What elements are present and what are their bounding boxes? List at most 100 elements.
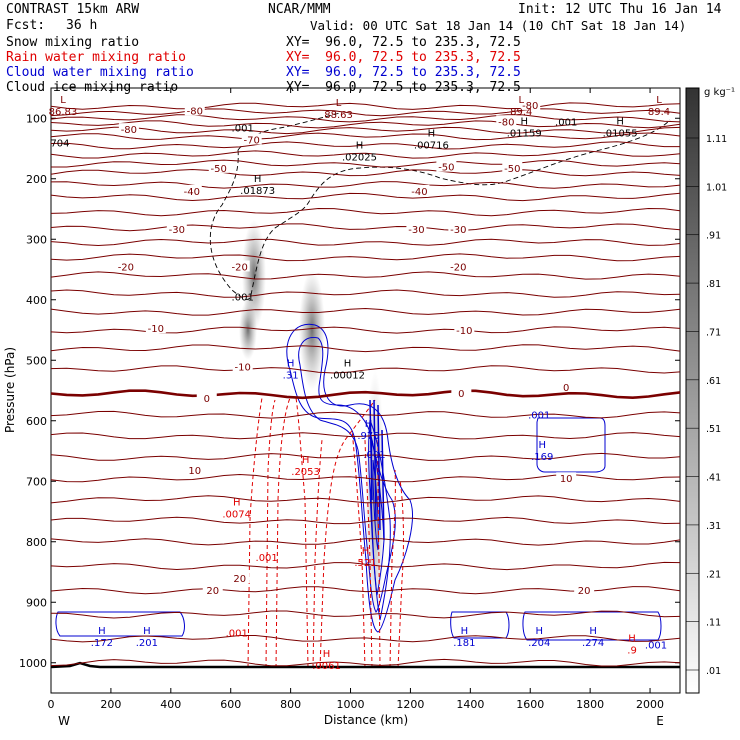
model-center: NCAR/MMM (268, 2, 331, 17)
extremum-marker: H (538, 440, 546, 451)
isotherm (50, 168, 681, 177)
isotherm-label-bg (208, 161, 229, 173)
isotherm-label: -30 (450, 225, 466, 236)
contour-value: .001 (232, 123, 254, 134)
small-value-labels: .001 .001 .001 .001 .001 .001 .001 .001 704 (50, 117, 667, 651)
contour-value: .001 (226, 629, 248, 640)
isotherm (50, 344, 681, 353)
isotherm (50, 410, 681, 419)
isotherm-label-bg (184, 104, 205, 116)
extremum-marker: H (589, 626, 597, 637)
extremum-value: .01159 (507, 128, 542, 139)
isotherm (50, 495, 681, 504)
extremum-value: .204 (528, 638, 550, 649)
valid-time: Valid: 00 UTC Sat 18 Jan 14 (10 ChT Sat … (310, 18, 687, 33)
isotherm-label: 0 (204, 394, 210, 405)
colorbar-label: 1.01 (706, 182, 727, 193)
zero-isotherm (50, 389, 681, 400)
extremum-value: .00012 (330, 370, 365, 381)
isotherm-label: 10 (188, 466, 201, 477)
forecast-hours: 36 h (66, 18, 98, 33)
isotherm (50, 271, 681, 280)
isotherm-label-bg (520, 98, 541, 110)
isotherm (50, 114, 681, 123)
colorbar-label: .61 (706, 376, 721, 387)
isotherm (50, 538, 681, 546)
contour-value: .001 (363, 450, 385, 461)
y-tick-label: 400 (26, 294, 47, 307)
y-tick-label: 100 (26, 112, 47, 125)
extremum-marker: H (428, 128, 436, 139)
isotherm (50, 635, 681, 643)
isotherm-label-bg (229, 260, 250, 272)
contour-value: .001 (528, 411, 550, 422)
isotherm (50, 307, 681, 316)
isotherm-label-bg (556, 472, 577, 484)
colorbar-label: .81 (706, 279, 721, 290)
isotherm (50, 108, 681, 117)
colorbar-unit: g kg⁻¹ (704, 87, 735, 98)
x-tick-label: 200 (100, 698, 121, 711)
isotherm-label-bg (409, 184, 430, 196)
y-tick-label: 700 (26, 475, 47, 488)
extremum-marker: H (520, 116, 528, 127)
extremum-marker: L (60, 95, 66, 106)
contour-value: .001 (256, 553, 278, 564)
colorbar-labels: 1.11 1.01 .91 .81 .71 .61 .51 .41 .31 .21 .11 .01 (686, 134, 727, 677)
cloud-water-contours (55, 323, 662, 641)
isotherm-label: 20 (233, 574, 246, 585)
extremum-marker: H (287, 358, 295, 369)
init-time: Init: 12 UTC Thu 16 Jan 14 (518, 2, 722, 17)
isotherm (50, 223, 681, 232)
extremum-marker: H (616, 116, 624, 127)
x-axis-title: Distance (km) (324, 713, 408, 727)
x-tick-label: 1800 (576, 698, 604, 711)
isotherm-label-bg (232, 360, 253, 372)
isotherm-label: -80 (498, 117, 514, 128)
isotherm (50, 141, 680, 150)
colorbar-label: .71 (706, 327, 721, 338)
isotherm-label: -50 (504, 164, 520, 175)
isotherm (50, 238, 681, 247)
extrema-labels: L86.83L88.63L89.4L89.4H.02025H.00716H.01… (49, 95, 671, 672)
extremum-value: .181 (453, 638, 475, 649)
extremum-value: .0061 (312, 661, 341, 672)
extremum-marker: H (323, 649, 331, 660)
isotherm-label: 10 (560, 474, 573, 485)
isotherm (50, 181, 681, 189)
colorbar-label: .21 (706, 569, 721, 580)
x-tick-label: 2000 (636, 698, 664, 711)
extremum-value: .01055 (603, 128, 638, 139)
isotherm-label-bg (448, 260, 469, 272)
isotherm (50, 132, 681, 141)
x-tick-label: 1200 (396, 698, 424, 711)
isotherm-label-bg (202, 584, 223, 596)
extremum-value: .172 (91, 638, 113, 649)
isotherm-label: 0 (458, 389, 464, 400)
x-right-end-label: E (656, 714, 664, 728)
colorbar-label: .91 (706, 231, 721, 242)
extremum-value: .2053 (291, 467, 320, 478)
extremum-value: .00716 (414, 140, 449, 151)
extremum-marker: H (365, 419, 373, 430)
isotherm-label: -30 (169, 225, 185, 236)
plot-frame (50, 87, 681, 694)
extremum-value: 89.4 (648, 107, 670, 118)
isotherm (51, 159, 681, 168)
x-axis: 0 200 400 600 800 1000 1200 1400 1600 1800 2000 (48, 88, 664, 711)
extremum-marker: H (254, 174, 262, 185)
colorbar-label: .41 (706, 473, 721, 484)
isotherm (50, 102, 681, 110)
colorbar (685, 87, 700, 694)
isotherm-label-bg (454, 324, 475, 335)
isotherm-label-bg (502, 161, 523, 173)
contour-value: .001 (555, 117, 577, 128)
isotherm (50, 326, 681, 334)
isotherm-label-bg (196, 391, 217, 403)
isotherm-label-bg (241, 133, 262, 145)
y-tick-label: 900 (26, 596, 47, 609)
extremum-value: .274 (582, 638, 604, 649)
isotherm (50, 120, 681, 129)
